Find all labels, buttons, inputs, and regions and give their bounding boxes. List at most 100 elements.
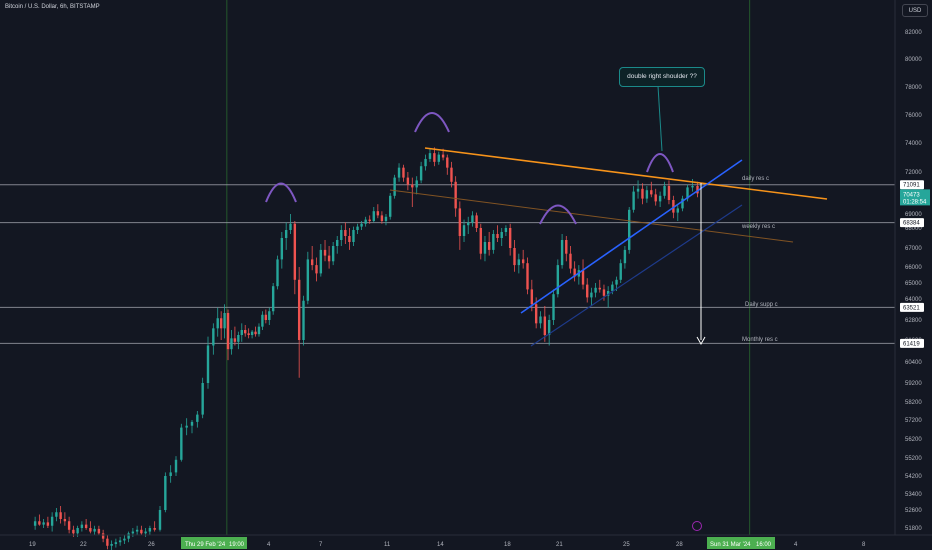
daily-res-price-tag (900, 180, 924, 190)
candle-body (140, 529, 143, 534)
candle-body (271, 286, 275, 312)
candle-body (297, 279, 301, 340)
candle-body (658, 195, 662, 202)
crosshair-date-badge (181, 537, 247, 549)
candle-body (216, 318, 219, 329)
monthly-res-label: Monthly res c (742, 337, 778, 343)
candle-body (340, 230, 343, 240)
candle-body (250, 331, 254, 335)
monthly-res-price-tag-text: 61419 (903, 341, 920, 347)
candle-body (376, 211, 380, 216)
candle-body (615, 279, 618, 285)
candle-body (46, 522, 50, 526)
price-axis[interactable]: 8200080000780007600074000720007100070000… (894, 0, 932, 550)
candle-body (450, 167, 453, 182)
rising-trendline (520, 159, 743, 314)
price-tick-label: 64000 (905, 297, 922, 303)
price-tick-label: 53400 (905, 492, 922, 498)
candle-body (196, 414, 199, 422)
price-tick-label: 52600 (905, 508, 922, 514)
daily-supp-label: Daily supp c (745, 302, 778, 308)
time-tick-label: 26 (148, 542, 155, 548)
candle-body (402, 167, 405, 178)
callout-pointer (657, 85, 663, 152)
candle-body (123, 538, 126, 541)
candle-body (586, 284, 589, 298)
price-tick-label: 78000 (905, 85, 922, 91)
price-tick-label: 80000 (905, 57, 922, 63)
candle-body (226, 313, 230, 350)
candle-body (180, 427, 183, 460)
candle-body (500, 232, 503, 238)
candle-body (654, 194, 657, 202)
candle-body (428, 153, 432, 159)
candle-body (458, 208, 462, 236)
daily-supp-price-tag-text: 63521 (903, 305, 920, 311)
weekly-res-label: weekly res c (741, 224, 775, 230)
candle-body (397, 167, 401, 178)
candle-body (348, 236, 351, 242)
candle-body (135, 529, 139, 532)
time-axis[interactable]: 19 22 26 Thu 29 Feb '24 19:00 4 7 11 14 18 21 25 28 S… (0, 534, 932, 549)
candle-body (327, 255, 331, 262)
candle-body (475, 215, 478, 228)
candle-body (127, 533, 130, 539)
candle-body (148, 528, 152, 532)
candle-body (462, 225, 466, 236)
candle-body (454, 181, 457, 209)
price-tick-label: 66000 (905, 265, 922, 271)
candle-body (223, 313, 226, 329)
candle-body (261, 314, 264, 327)
candle-body (594, 287, 597, 293)
candle-body (323, 249, 327, 256)
time-tick-label: 14 (437, 542, 444, 548)
price-tick-label: 56200 (905, 437, 922, 443)
end-date-badge (707, 537, 775, 549)
shoulder-arc (646, 153, 674, 173)
candle-body (606, 291, 610, 296)
candle-body (284, 230, 288, 238)
candle-body (696, 186, 699, 194)
candle-body (360, 223, 363, 227)
candle-body (573, 268, 576, 277)
candle-body (38, 521, 41, 525)
candle-body (384, 216, 388, 221)
candle-body (641, 188, 644, 199)
price-tick-label: 65000 (905, 281, 922, 287)
candle-body (244, 330, 247, 334)
time-tick-label: 7 (319, 542, 323, 548)
candle-body (628, 209, 631, 250)
candle-body (310, 259, 314, 266)
candle-body (80, 524, 84, 528)
projection-arrow-head (696, 336, 706, 346)
weekly-res-price-tag-text: 68384 (903, 221, 920, 227)
currency-button[interactable]: USD (902, 4, 928, 17)
daily-res-price-tag-text: 71091 (903, 183, 920, 189)
time-tick-label: Thu 29 Feb '24 (185, 542, 226, 548)
candle-body (543, 316, 547, 335)
candle-body (496, 234, 499, 238)
candle-body (233, 338, 237, 342)
candle-body (526, 263, 529, 290)
candle-body (72, 529, 75, 534)
candle-body (611, 284, 614, 291)
candle-body (415, 180, 418, 188)
drawings[interactable] (265, 85, 828, 531)
time-tick-label: 21 (556, 542, 563, 548)
price-tick-label: 54200 (905, 474, 922, 480)
time-tick-label: 18 (504, 542, 511, 548)
rising-channel-line (530, 204, 743, 347)
candle-body (508, 228, 512, 248)
time-tick-label: 4 (794, 542, 798, 548)
time-tick-label: 28 (676, 542, 683, 548)
candle-body (201, 383, 204, 415)
candle-body (336, 240, 339, 246)
callout-note[interactable]: double right shoulder ?? (619, 67, 705, 87)
time-tick-label: 22 (80, 542, 87, 548)
candle-body (276, 259, 279, 287)
time-tick-time: 16:00 (756, 542, 772, 548)
daily-res-label: daily res c (742, 176, 769, 182)
price-tick-label: 51800 (905, 526, 922, 532)
candle-body (534, 304, 538, 324)
